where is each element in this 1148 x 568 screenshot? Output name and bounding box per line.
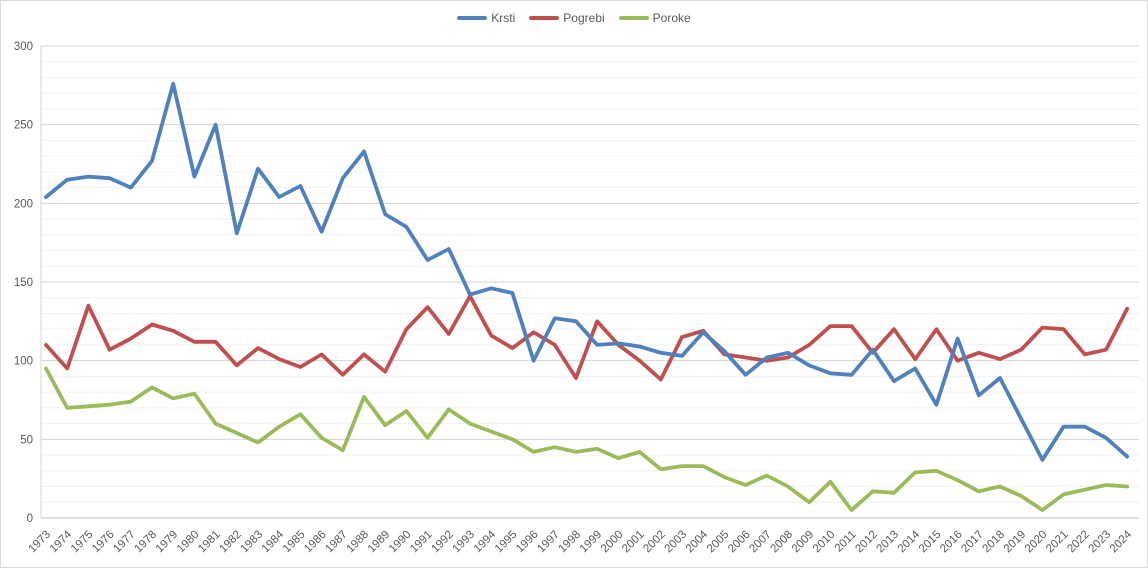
y-axis-tick-label: 200 bbox=[14, 198, 33, 210]
x-axis-tick-label: 2007 bbox=[747, 529, 774, 556]
x-axis-tick-label: 1982 bbox=[217, 529, 244, 556]
x-axis-tick-label: 2004 bbox=[684, 528, 711, 555]
x-axis-tick-label: 2018 bbox=[981, 529, 1008, 556]
x-axis-tick-label: 1997 bbox=[535, 529, 562, 556]
x-axis-tick-label: 1996 bbox=[514, 529, 541, 556]
x-axis-tick-label: 1991 bbox=[408, 529, 435, 556]
chart-legend: Krsti Pogrebi Poroke bbox=[1, 11, 1147, 25]
x-axis-tick-label: 1980 bbox=[175, 529, 202, 556]
poroke-line-marker-icon bbox=[618, 16, 649, 20]
x-axis-tick-label: 1985 bbox=[281, 529, 308, 556]
series-line-krsti bbox=[44, 81, 1130, 462]
x-axis-tick-label: 1981 bbox=[196, 529, 223, 556]
x-axis-tick-label: 2011 bbox=[833, 529, 859, 555]
y-axis-tick-label: 100 bbox=[14, 356, 33, 368]
x-axis-tick-label: 1974 bbox=[48, 528, 75, 555]
x-axis-tick-label: 1975 bbox=[69, 529, 96, 556]
legend-item-krsti[interactable]: Krsti bbox=[457, 11, 515, 25]
x-axis-tick-label: 1998 bbox=[557, 529, 584, 556]
legend-label-krsti: Krsti bbox=[491, 11, 516, 25]
x-axis-tick-label: 1994 bbox=[472, 528, 499, 555]
x-axis-tick-label: 1987 bbox=[323, 529, 350, 556]
x-axis-tick-label: 2009 bbox=[790, 529, 817, 556]
x-axis-tick-label: 2002 bbox=[641, 529, 668, 556]
x-axis-tick-label: 2022 bbox=[1065, 529, 1092, 556]
x-axis-tick-label: 2003 bbox=[663, 529, 690, 556]
x-axis-tick-label: 1999 bbox=[578, 529, 605, 556]
x-axis-tick-label: 2024 bbox=[1108, 528, 1135, 555]
x-axis-tick-label: 2021 bbox=[1044, 529, 1071, 556]
x-axis-tick-label: 1977 bbox=[111, 529, 138, 556]
x-axis-tick-label: 2020 bbox=[1023, 529, 1050, 556]
x-axis-tick-label: 2014 bbox=[896, 528, 923, 555]
x-axis-tick-label: 1983 bbox=[239, 529, 266, 556]
legend-label-pogrebi: Pogrebi bbox=[563, 11, 605, 25]
x-axis-tick-label: 1989 bbox=[366, 529, 393, 556]
x-axis-tick-label: 2000 bbox=[599, 529, 626, 556]
x-axis-tick-label: 1976 bbox=[90, 529, 117, 556]
x-axis-tick-label: 1993 bbox=[451, 529, 478, 556]
x-axis-tick-label: 2005 bbox=[705, 529, 732, 556]
x-axis-tick-label: 1973 bbox=[27, 529, 54, 556]
x-axis-tick-label: 2016 bbox=[938, 529, 965, 556]
y-axis-tick-label: 50 bbox=[20, 434, 33, 446]
legend-label-poroke: Poroke bbox=[652, 11, 691, 25]
x-axis-tick-label: 1988 bbox=[345, 529, 372, 556]
y-axis-tick-label: 250 bbox=[14, 120, 33, 132]
y-axis-tick-label: 300 bbox=[14, 41, 33, 53]
x-axis-tick-label: 2017 bbox=[959, 529, 986, 556]
x-axis-tick-label: 1984 bbox=[260, 528, 287, 555]
x-axis-tick-label: 1979 bbox=[154, 529, 181, 556]
x-axis-tick-label: 1995 bbox=[493, 529, 520, 556]
x-axis-tick-label: 2013 bbox=[875, 529, 902, 556]
y-axis-tick-label: 0 bbox=[27, 513, 33, 525]
x-axis-tick-label: 1992 bbox=[429, 529, 456, 556]
x-axis-tick-label: 2012 bbox=[853, 529, 880, 556]
series-line-pogrebi bbox=[44, 294, 1130, 382]
krsti-line-marker-icon bbox=[457, 16, 488, 20]
legend-item-pogrebi[interactable]: Pogrebi bbox=[529, 11, 605, 25]
x-axis-tick-label: 2019 bbox=[1002, 529, 1029, 556]
x-axis-tick-label: 2010 bbox=[811, 529, 838, 556]
x-axis-tick-label: 2015 bbox=[917, 529, 944, 556]
x-axis-tick-label: 2023 bbox=[1087, 529, 1114, 556]
x-axis-tick-label: 2008 bbox=[769, 529, 796, 556]
pogrebi-line-marker-icon bbox=[529, 16, 560, 20]
x-axis-tick-label: 2001 bbox=[620, 529, 647, 556]
x-axis-tick-label: 1986 bbox=[302, 529, 329, 556]
series-line-poroke bbox=[44, 366, 1130, 513]
x-axis-tick-label: 1978 bbox=[133, 529, 160, 556]
legend-item-poroke[interactable]: Poroke bbox=[618, 11, 691, 25]
x-axis-tick-label: 2006 bbox=[726, 529, 753, 556]
x-axis-tick-label: 1990 bbox=[387, 529, 414, 556]
y-axis-tick-label: 150 bbox=[14, 277, 33, 289]
